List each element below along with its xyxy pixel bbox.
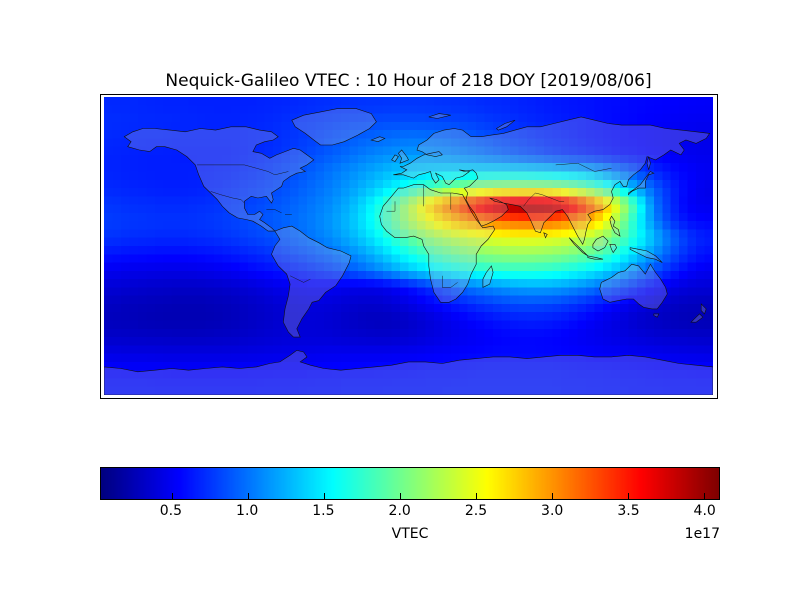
border-line [442, 275, 458, 288]
coastline-path [391, 154, 399, 162]
colorbar-tick-label: 1.0 [236, 503, 259, 519]
coastline-path [592, 235, 609, 252]
coastline-path [629, 247, 663, 263]
colorbar-tick [399, 493, 401, 499]
colorbar-tick [171, 493, 173, 499]
coastline-path [609, 215, 621, 237]
colorbar-tick [703, 493, 705, 499]
chart-title: Nequick-Galileo VTEC : 10 Hour of 218 DO… [165, 71, 652, 91]
coastline-path [123, 126, 315, 232]
colorbar-tick [247, 493, 249, 499]
colorbar-tick-label: 0.5 [159, 503, 183, 519]
world-coastlines [104, 108, 713, 395]
border-line [197, 164, 289, 176]
coastline-path [568, 237, 589, 257]
coastline-path [104, 349, 713, 395]
colorbar-tick-label: 4.0 [693, 503, 716, 519]
colorbar-tick [475, 493, 477, 499]
coastline-path [609, 244, 617, 254]
colorbar-offset-text: 1e17 [684, 526, 720, 542]
colorbar-tick-label: 3.0 [541, 503, 564, 519]
colorbar-tick-label: 2.5 [464, 503, 488, 519]
border-line [386, 201, 396, 212]
colorbar-tick-label: 2.0 [388, 503, 411, 519]
vtec-heatmap-image [104, 97, 713, 395]
coastline-path [379, 184, 496, 303]
border-line [210, 191, 245, 204]
coastline-path [646, 156, 651, 170]
coastline-path [398, 149, 409, 164]
coastline-path [543, 232, 548, 239]
colorbar-gradient [101, 468, 719, 499]
colorbar-tick [551, 493, 553, 499]
coastline-path [271, 225, 352, 338]
coastline-path [393, 116, 711, 245]
coastline-path [587, 255, 604, 260]
coastline-path [291, 108, 377, 146]
coastline-path [496, 119, 516, 131]
colorbar-tick-label: 1.5 [312, 503, 335, 519]
coastline-path [690, 313, 704, 323]
coastline-path [599, 263, 668, 310]
coastline-path [653, 313, 660, 318]
coastline-path [428, 113, 451, 119]
border-line [523, 192, 565, 207]
border-line [290, 275, 311, 283]
colorbar-frame [100, 467, 720, 500]
coastline-path [628, 171, 655, 196]
colorbar-tick-label: 3.5 [617, 503, 640, 519]
border-line [555, 162, 612, 172]
colorbar-axis-label: VTEC [391, 526, 429, 542]
coastline-path [370, 136, 386, 143]
coastline-path [700, 303, 707, 315]
coastline-path [482, 265, 494, 288]
colorbar-tick [627, 493, 629, 499]
colorbar-tick [323, 493, 325, 499]
border-line [266, 209, 282, 214]
